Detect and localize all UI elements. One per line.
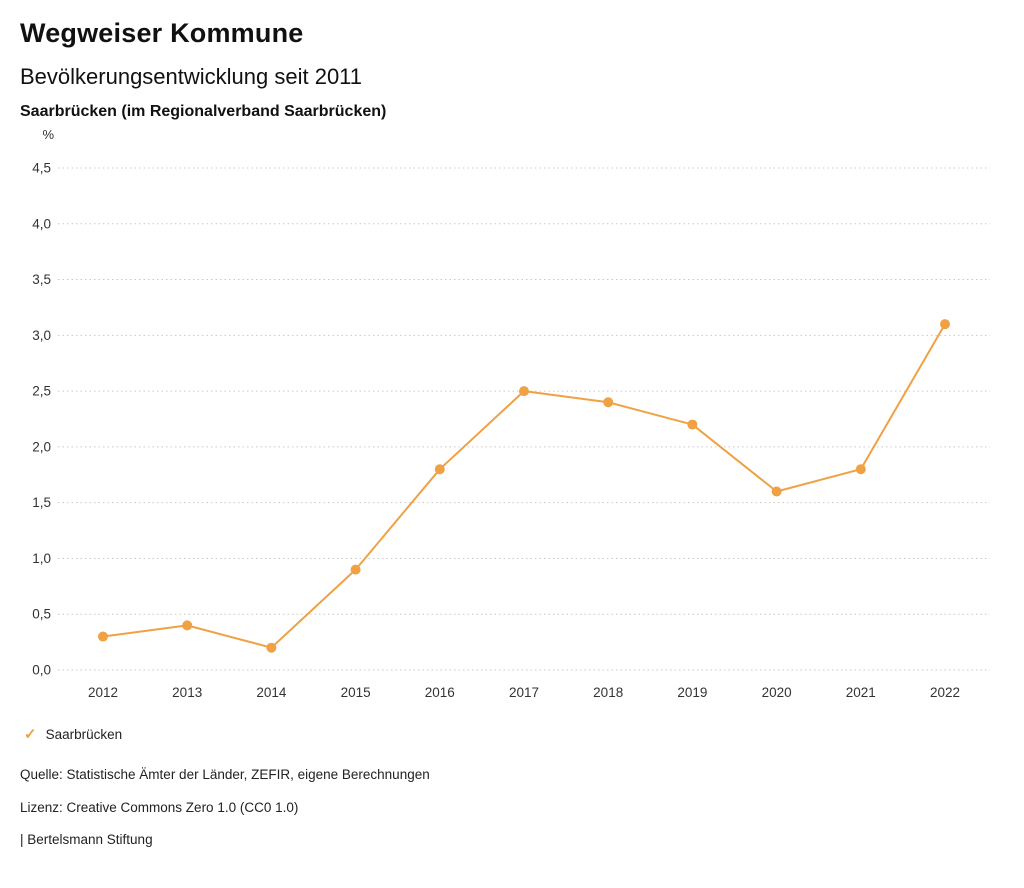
- attribution-note: | Bertelsmann Stiftung: [20, 832, 153, 847]
- data-point[interactable]: [98, 631, 108, 642]
- x-tick-label: 2018: [593, 685, 623, 700]
- x-tick-label: 2022: [930, 685, 960, 700]
- data-point[interactable]: [350, 564, 361, 575]
- y-tick-label: 1,5: [32, 495, 51, 510]
- y-tick-label: 3,0: [32, 328, 51, 343]
- y-tick-label: 2,5: [32, 384, 51, 399]
- y-tick-label: 2,0: [32, 439, 51, 454]
- report-header: Wegweiser Kommune Bevölkerungsentwicklun…: [0, 0, 1024, 121]
- x-tick-label: 2020: [762, 685, 792, 700]
- x-tick-label: 2014: [256, 685, 287, 700]
- data-point[interactable]: [771, 486, 782, 497]
- y-axis-unit-label: %: [42, 127, 54, 142]
- data-point[interactable]: [940, 319, 950, 330]
- series-line: [102, 323, 946, 649]
- chart-canvas: % 0,0 0,5 1,0 1,5 2,0 2,5 3,0 3,5 4,0 4,5 2012 2013 2…: [32, 127, 990, 700]
- x-tick-label: 2021: [846, 685, 876, 700]
- data-point[interactable]: [687, 419, 698, 430]
- chart-title: Bevölkerungsentwicklung seit 2011: [20, 64, 363, 89]
- y-tick-label: 0,5: [32, 607, 51, 622]
- data-point[interactable]: [266, 642, 277, 653]
- chart-region-subtitle: Saarbrücken (im Regionalverband Saarbrüc…: [20, 103, 387, 120]
- legend-label: Saarbrücken: [45, 726, 123, 742]
- x-tick-label: 2017: [509, 685, 539, 700]
- y-tick-label: 0,0: [32, 663, 51, 678]
- y-tick-label: 1,0: [32, 551, 51, 566]
- line-chart: % 0,0 0,5 1,0 1,5 2,0 2,5 3,0 3,5 4,0 4,5 2012 2013 2…: [0, 123, 1024, 713]
- data-point[interactable]: [603, 397, 614, 408]
- x-tick-label: 2012: [88, 685, 118, 700]
- x-tick-label: 2015: [341, 685, 371, 700]
- app-title: Wegweiser Kommune: [20, 18, 304, 48]
- data-point[interactable]: [434, 464, 445, 475]
- legend-check-icon: ✓: [24, 726, 37, 743]
- y-tick-label: 3,5: [32, 272, 51, 287]
- y-tick-label: 4,5: [32, 161, 51, 176]
- x-tick-label: 2013: [172, 685, 202, 700]
- data-point[interactable]: [182, 620, 193, 631]
- x-tick-label: 2016: [425, 685, 455, 700]
- source-note: Quelle: Statistische Ämter der Länder, Z…: [20, 767, 430, 782]
- y-tick-label: 4,0: [32, 216, 51, 231]
- legend-item-saarbruecken[interactable]: ✓ Saarbrücken: [0, 725, 1024, 743]
- chart-footer: Quelle: Statistische Ämter der Länder, Z…: [0, 767, 1024, 847]
- license-note: Lizenz: Creative Commons Zero 1.0 (CC0 1…: [20, 799, 299, 815]
- data-point[interactable]: [855, 464, 866, 475]
- x-tick-label: 2019: [677, 685, 707, 700]
- data-point[interactable]: [519, 386, 529, 397]
